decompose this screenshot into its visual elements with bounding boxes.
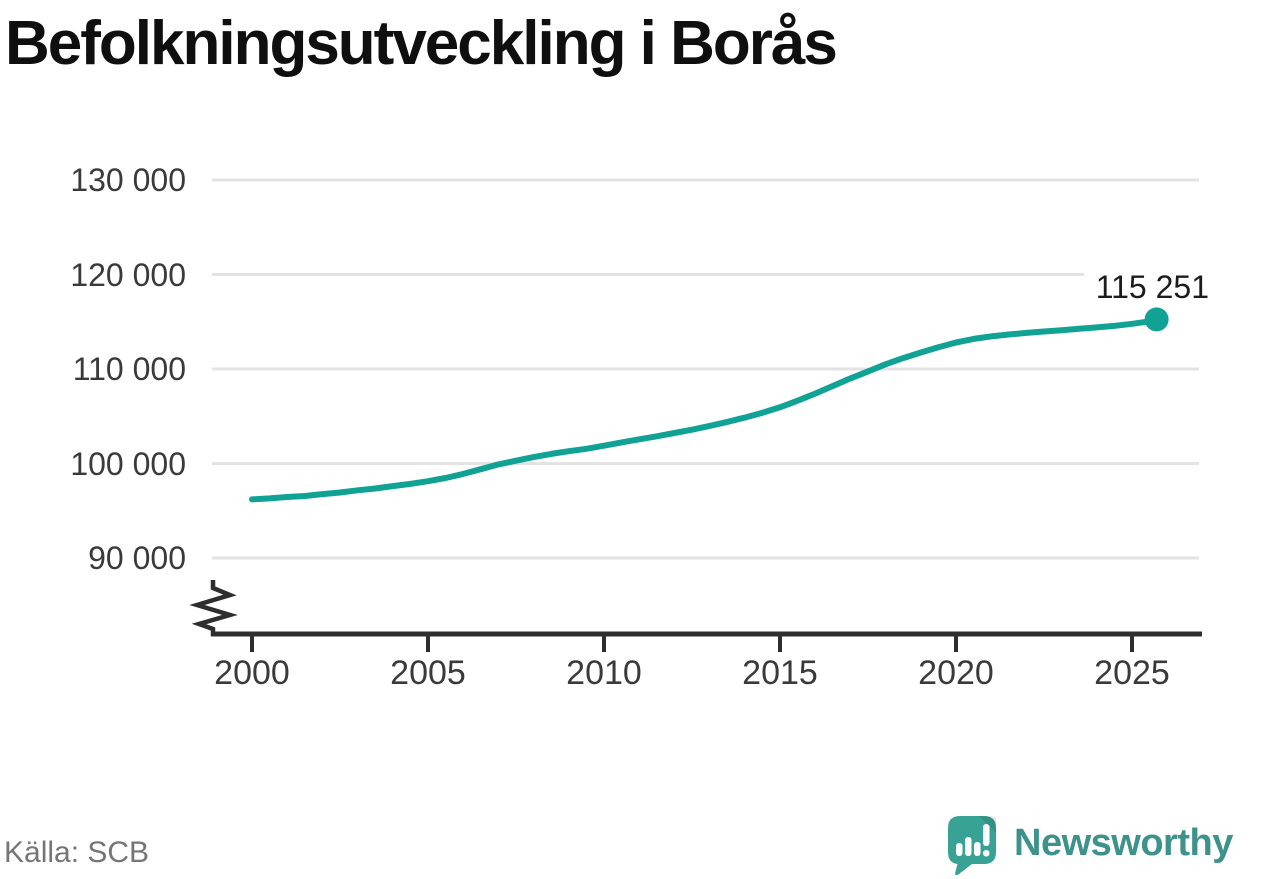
- source-caption: Källa: SCB: [4, 836, 150, 869]
- x-tick-label: 2010: [566, 654, 642, 692]
- population-line: [249, 316, 1160, 503]
- newsworthy-logo-icon: [948, 816, 996, 876]
- y-tick-label: 90 000: [88, 540, 186, 576]
- y-tick-label: 110 000: [72, 351, 186, 387]
- page-title: Befolkningsutveckling i Borås: [5, 9, 838, 78]
- exclamation-dot: [983, 850, 990, 857]
- axis-break-icon: [189, 580, 238, 636]
- x-tick-label: 2000: [214, 654, 290, 692]
- newsworthy-brand: Newsworthy: [946, 812, 1262, 879]
- exclamation-stem: [983, 824, 990, 846]
- x-tick-label: 2015: [742, 654, 818, 692]
- bar-1: [956, 843, 963, 856]
- brand-wordmark: Newsworthy: [1014, 822, 1233, 864]
- bar-2: [965, 837, 972, 856]
- y-tick-label: 120 000: [70, 257, 186, 293]
- y-tick-label: 100 000: [70, 446, 186, 482]
- endpoint-dot: [1144, 307, 1169, 332]
- y-tick-label: 130 000: [70, 162, 186, 198]
- bar-3: [974, 842, 981, 856]
- x-tick-label: 2025: [1094, 654, 1170, 692]
- x-tick-label: 2005: [390, 654, 466, 692]
- endpoint-value-label: 115 251: [1083, 269, 1213, 306]
- x-tick-label: 2020: [918, 654, 994, 692]
